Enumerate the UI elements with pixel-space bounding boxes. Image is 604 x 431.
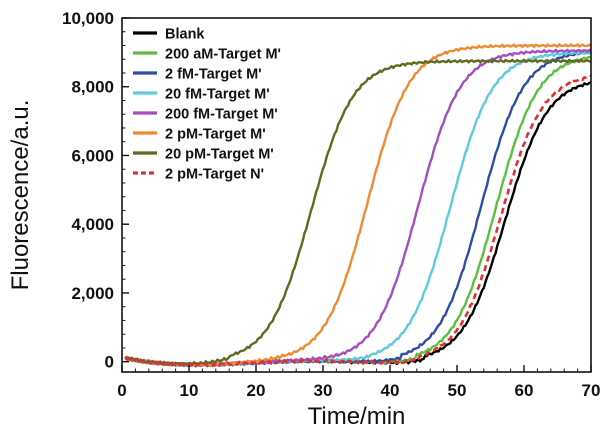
legend-label: 20 fM-Target M'	[165, 87, 270, 103]
x-axis-title: Time/min	[308, 403, 406, 430]
x-tick-label: 40	[381, 381, 400, 400]
y-tick-label: 10,000	[62, 9, 114, 28]
series-line-1	[125, 56, 592, 368]
x-axis-ticks: 0 10 20 30 40 50 60 70	[117, 365, 600, 400]
y-tick-label: 0	[105, 353, 114, 372]
legend-label: 2 fM-Target M'	[165, 67, 262, 83]
x-tick-label: 60	[515, 381, 534, 400]
y-tick-label: 8,000	[71, 78, 114, 97]
legend-label: 2 pM-Target M'	[165, 127, 266, 143]
plot-border	[121, 17, 592, 373]
legend-label: Blank	[165, 27, 205, 43]
legend-label: 200 aM-Target M'	[165, 47, 281, 63]
y-tick-label: 6,000	[71, 146, 114, 165]
x-tick-label: 70	[582, 381, 601, 400]
y-tick-label: 2,000	[71, 284, 114, 303]
x-tick-label: 20	[247, 381, 266, 400]
series-lines	[124, 43, 592, 368]
x-tick-label: 30	[314, 381, 333, 400]
x-tick-label: 10	[180, 381, 199, 400]
y-tick-label: 4,000	[71, 215, 114, 234]
y-axis-ticks: 0 2,000 4,000 6,000 8,000 10,000	[62, 9, 129, 372]
legend-label: 20 pM-Target M'	[165, 147, 274, 163]
legend-label: 200 fM-Target M'	[165, 107, 278, 123]
legend: Blank 200 aM-Target M' 2 fM-Target M' 20 fM…	[133, 27, 281, 183]
plot-frame	[121, 17, 592, 373]
x-tick-label: 50	[448, 381, 467, 400]
series-line-7	[124, 75, 592, 368]
y-axis-title: Fluorescence/a.u.	[7, 100, 34, 291]
x-tick-label: 0	[117, 381, 126, 400]
legend-label: 2 pM-Target N'	[165, 167, 264, 183]
